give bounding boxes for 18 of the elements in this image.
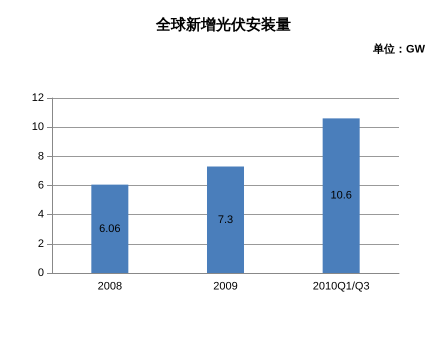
y-tick-label: 0 bbox=[38, 267, 44, 279]
x-tick-label: 2009 bbox=[213, 280, 238, 292]
text: 单位：GW bbox=[372, 42, 426, 56]
data-label: 10.6 bbox=[330, 190, 352, 202]
y-tick-label: 2 bbox=[38, 238, 44, 250]
y-tick-label: 6 bbox=[38, 180, 44, 192]
data-label: 6.06 bbox=[99, 222, 121, 235]
bar bbox=[91, 184, 128, 273]
bar bbox=[322, 118, 360, 273]
y-tick-label: 12 bbox=[32, 92, 44, 104]
y-tick-label: 10 bbox=[32, 121, 44, 134]
bar bbox=[206, 166, 244, 273]
x-tick-label: 2010Q1/Q3 bbox=[312, 280, 370, 292]
y-tick-label: 8 bbox=[38, 150, 44, 162]
x-tick-label: 2008 bbox=[98, 280, 122, 292]
data-label: 7.3 bbox=[218, 214, 234, 226]
chart-title: 全球新增光伏安装量 bbox=[155, 16, 291, 34]
y-tick-label: 4 bbox=[38, 208, 44, 221]
